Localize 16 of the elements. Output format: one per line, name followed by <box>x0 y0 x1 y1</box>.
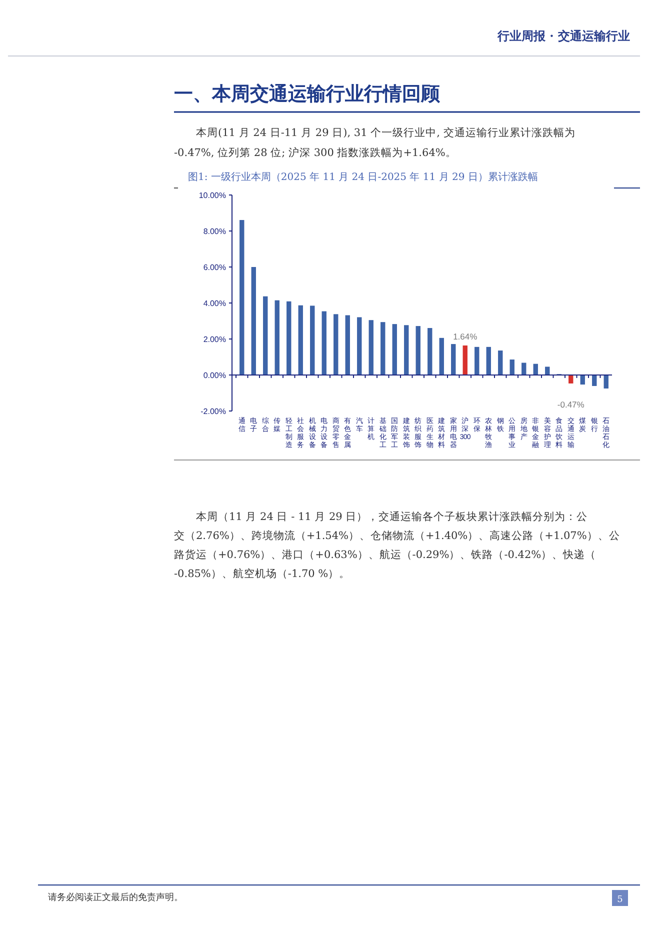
text: 行业周报 · 交通运输行业 <box>496 29 630 43</box>
data-label: -0.47% <box>557 399 585 410</box>
text: 本周(11 月 24 日-11 月 29 日), 31 个一级行业中, 交通运输行业累计涨跌幅为-0.47%, 位列第 28 位; 沪深 300 指数涨跌幅为+1.64%。 <box>174 126 576 159</box>
y-tick-label: 2.00% <box>203 334 226 344</box>
y-tick-label: -2.00% <box>200 406 226 416</box>
text: 请务必阅读正文最后的免责声明。 <box>48 892 183 903</box>
text: 5 <box>617 895 624 905</box>
y-tick-label: 4.00% <box>203 298 226 308</box>
chart-subtitle: 一、本周交通运输行业行情回顾 <box>174 83 441 105</box>
chart-title: 图1: 一级行业本周（2025 年 11 月 24 日-2025 年 11 月 29 日）累计涨跌幅 <box>188 171 538 183</box>
data-label: 1.64% <box>453 331 478 342</box>
y-tick-label: 8.00% <box>203 226 226 236</box>
y-tick-label: 0.00% <box>203 370 226 380</box>
y-tick-label: 10.00% <box>198 190 226 200</box>
y-tick-label: 6.00% <box>203 262 226 272</box>
text: 本周（11 月 24 日 - 11 月 29 日），交通运输各个子板块累计涨跌幅分别为：公交（2.76%）、跨境物流（+1.54%）、仓储物流（+1.40%）、高速公路（+1.07%）、公路货运（+0.76%）、港口（+0.63%）、航运（-0.29%）、铁路（-0.42%）、快递（-0.85%）、航空机场（-1.70 %）。 <box>174 510 620 580</box>
